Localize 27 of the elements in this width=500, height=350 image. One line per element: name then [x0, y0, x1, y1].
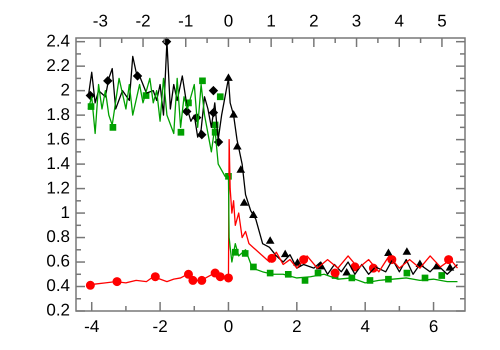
y-tick-label: 1.2	[46, 178, 70, 198]
y-tick-label: 2.4	[46, 31, 70, 50]
x-tick-label: 2	[292, 316, 302, 336]
y-tick-label: 0.2	[46, 300, 70, 320]
y-tick-label: 1.6	[46, 129, 70, 148]
y-tick-label: 0.8	[46, 227, 70, 246]
x2-tick-label: -1	[178, 11, 194, 30]
x2-tick-label: 5	[437, 11, 447, 30]
x2-tick-label: 4	[394, 11, 404, 30]
y-tick-label: 1	[60, 202, 70, 222]
y-tick-label: 1.4	[46, 154, 70, 173]
y-tick-label: 0.6	[46, 252, 70, 271]
x2-tick-label: 0	[224, 11, 234, 30]
x-tick-label: 6	[428, 316, 438, 336]
y-tick-label: 0.4	[46, 276, 70, 296]
y-tick-label: 1.8	[46, 104, 70, 124]
x2-tick-label: 2	[309, 11, 319, 30]
x2-tick-label: -3	[92, 11, 108, 30]
x2-tick-label: 3	[352, 11, 362, 30]
x-tick-label: 4	[360, 316, 370, 336]
x-tick-label: -4	[84, 316, 100, 336]
x-tick-label: 0	[224, 316, 234, 336]
y-tick-label: 2	[60, 80, 70, 100]
x2-tick-label: 1	[266, 11, 276, 30]
x-tick-label: -2	[152, 316, 168, 336]
x2-tick-label: -2	[135, 11, 151, 30]
y-tick-label: 2.2	[46, 56, 70, 75]
